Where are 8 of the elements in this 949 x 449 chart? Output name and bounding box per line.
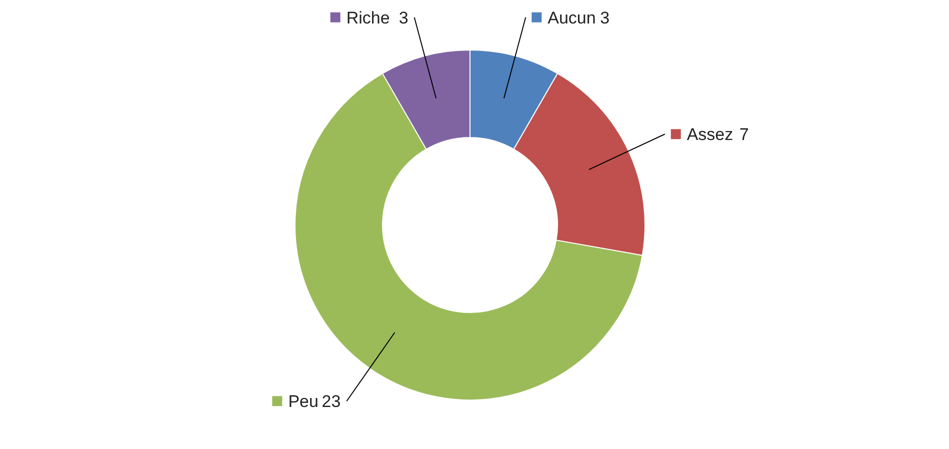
data-label: 3 [398, 8, 408, 28]
data-label: 23 [322, 392, 341, 412]
legend-label: Peu [288, 392, 318, 412]
legend-label: Assez [686, 125, 734, 144]
legend-label: Riche [346, 8, 390, 28]
data-label: 3 [600, 8, 610, 28]
data-label: 7 [739, 125, 749, 144]
legend-label: Aucun [548, 8, 596, 28]
